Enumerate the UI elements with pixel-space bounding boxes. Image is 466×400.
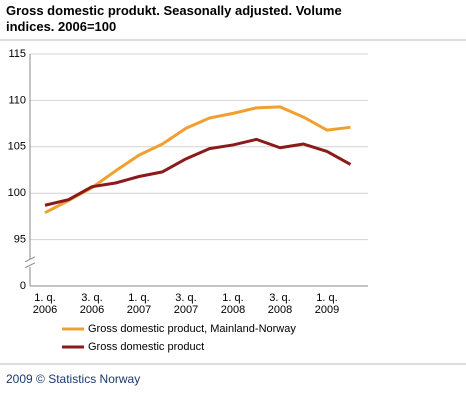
- y-tick-label: 110: [8, 94, 26, 106]
- chart-title: Gross domestic produkt. Seasonally adjus…: [6, 3, 342, 34]
- x-tick-label-line: 1. q.: [316, 292, 337, 304]
- axis-break-gap: [25, 258, 35, 267]
- x-tick-label-line: 2008: [268, 304, 292, 316]
- x-tick-label: 1. q. 2007: [127, 292, 151, 316]
- x-tick-label-line: 3. q.: [175, 292, 196, 304]
- series-line: [44, 105, 351, 215]
- x-tick-label-line: 3. q.: [269, 292, 290, 304]
- x-tick-label-line: 2007: [127, 304, 151, 316]
- x-tick-label-line: 2006: [33, 304, 57, 316]
- y-tick-label: 105: [8, 141, 26, 153]
- series-line: [44, 137, 352, 207]
- x-tick-label-line: 1. q.: [34, 292, 55, 304]
- y-tick-label: 115: [8, 48, 26, 60]
- x-tick-label-line: 2009: [315, 304, 339, 316]
- x-tick-label: 1. q. 2008: [221, 292, 245, 316]
- x-tick-label-line: 2008: [221, 304, 245, 316]
- x-tick-label: 3. q. 2006: [80, 292, 104, 316]
- legend-label: Gross domestic product: [88, 341, 204, 353]
- y-tick-label: 0: [20, 280, 26, 292]
- x-tick-label-line: 3. q.: [81, 292, 102, 304]
- x-tick-label-line: 1. q.: [222, 292, 243, 304]
- y-tick-label: 95: [14, 234, 26, 246]
- x-tick-label: 1. q. 2009: [315, 292, 339, 316]
- source: 2009 © Statistics Norway: [6, 372, 141, 386]
- x-tick-label-line: 1. q.: [128, 292, 149, 304]
- x-tick-label: 3. q. 2007: [174, 292, 198, 316]
- axis-break: [24, 256, 36, 263]
- legend-label: Gross domestic product, Mainland-Norway: [88, 323, 296, 335]
- x-tick-label-line: 2007: [174, 304, 198, 316]
- x-tick-label-line: 2006: [80, 304, 104, 316]
- axis-break: [24, 262, 36, 269]
- x-tick-label: 3. q. 2008: [268, 292, 292, 316]
- x-tick-label: 1. q. 2006: [33, 292, 57, 316]
- y-tick-label: 100: [8, 187, 26, 199]
